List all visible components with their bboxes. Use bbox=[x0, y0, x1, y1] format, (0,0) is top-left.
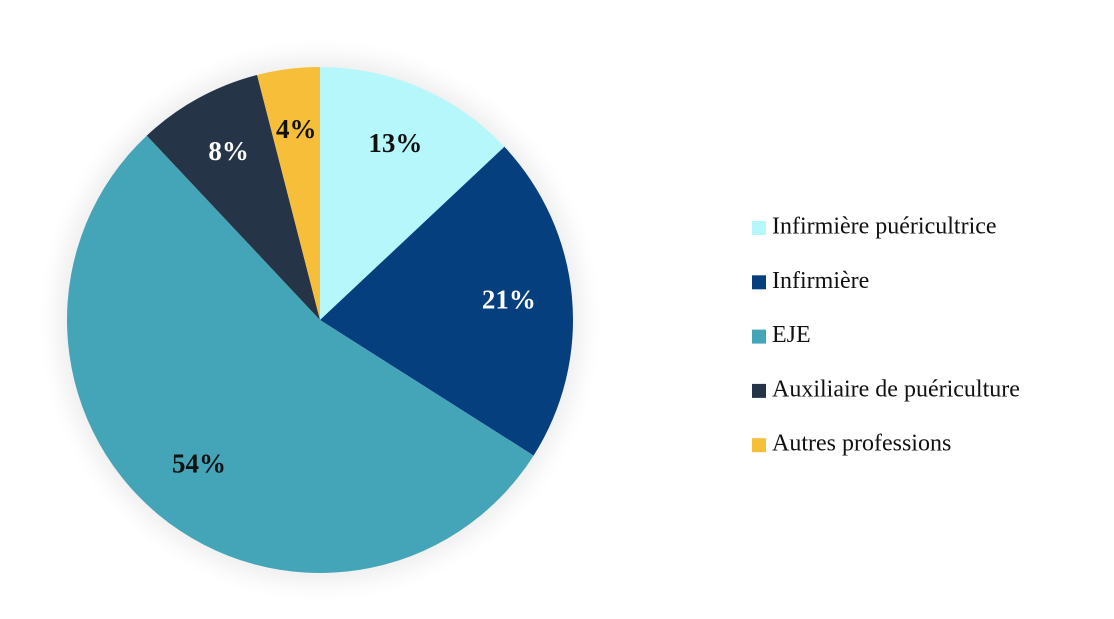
legend-swatch bbox=[752, 438, 766, 453]
pie-slice bbox=[257, 67, 320, 320]
data-label: 8% bbox=[208, 136, 249, 166]
pie: 13% 21% 54% 8% 4% bbox=[67, 67, 573, 574]
legend-swatch bbox=[752, 221, 766, 235]
legend-label: Infirmière bbox=[772, 268, 869, 294]
pie-slice bbox=[67, 135, 534, 574]
pie-slice bbox=[320, 67, 505, 320]
legend: Infirmière puéricultrice Infirmière EJE Aux… bbox=[752, 214, 1020, 457]
data-label: 4% bbox=[276, 114, 317, 144]
pie-slice bbox=[146, 74, 320, 321]
legend-swatch bbox=[752, 275, 766, 290]
data-label: 13% bbox=[368, 128, 422, 158]
data-label: 54% bbox=[172, 448, 226, 478]
legend-swatch bbox=[752, 383, 766, 398]
legend-label: Infirmière puéricultrice bbox=[772, 214, 997, 240]
legend-label: EJE bbox=[772, 322, 811, 348]
legend-label: Autres professions bbox=[772, 431, 951, 457]
data-label: 21% bbox=[482, 284, 536, 314]
legend-swatch bbox=[752, 329, 766, 344]
pie-slice bbox=[320, 146, 573, 456]
legend-label: Auxiliaire de puériculture bbox=[772, 376, 1020, 402]
